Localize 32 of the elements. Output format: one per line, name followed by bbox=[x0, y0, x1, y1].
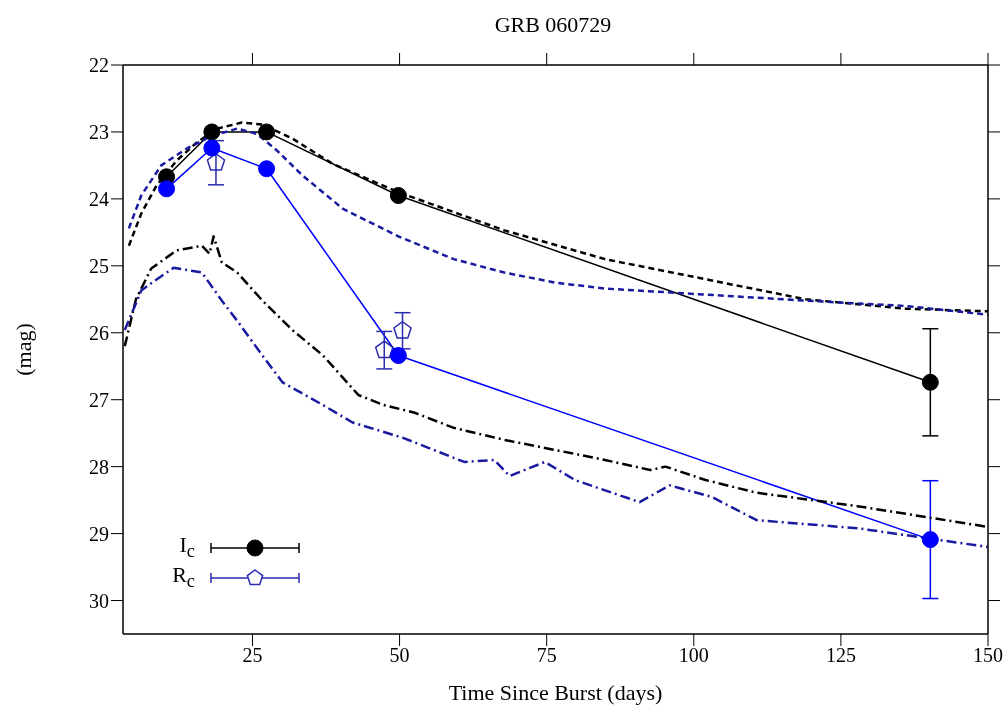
x-axis-title: Time Since Burst (days) bbox=[448, 680, 663, 705]
point bbox=[389, 187, 407, 205]
y-tick-label: 22 bbox=[89, 54, 109, 77]
point bbox=[258, 160, 276, 178]
y-tick-label: 25 bbox=[89, 254, 109, 277]
x-tick-label: 50 bbox=[389, 644, 410, 667]
x-tick-label: 125 bbox=[825, 644, 856, 667]
point bbox=[374, 340, 394, 359]
point bbox=[203, 123, 221, 141]
legend-label: I$_{c}$ bbox=[178, 531, 195, 563]
x-tick-label: 75 bbox=[536, 644, 557, 667]
point bbox=[921, 531, 939, 549]
y-tick-label: 27 bbox=[89, 388, 109, 411]
x-tick-label: 100 bbox=[678, 644, 709, 667]
y-tick-label: 30 bbox=[89, 589, 109, 612]
legend-label: R$_{c}$ bbox=[171, 561, 195, 593]
y-axis-title: (mag) bbox=[10, 323, 36, 376]
chart-title: GRB 060729 bbox=[494, 12, 612, 37]
point bbox=[158, 180, 176, 198]
point bbox=[206, 152, 226, 171]
point bbox=[393, 321, 412, 339]
y-tick-label: 28 bbox=[89, 455, 109, 478]
x-tick-label: 25 bbox=[242, 644, 263, 667]
y-tick-label: 23 bbox=[89, 121, 109, 144]
y-tick-label: 26 bbox=[89, 321, 109, 344]
point bbox=[203, 139, 221, 157]
point bbox=[389, 347, 407, 365]
x-tick-label: 150 bbox=[973, 644, 1003, 667]
point bbox=[921, 373, 939, 391]
y-tick-label: 29 bbox=[89, 522, 109, 545]
y-tick-label: 24 bbox=[89, 187, 109, 210]
point bbox=[258, 123, 276, 141]
